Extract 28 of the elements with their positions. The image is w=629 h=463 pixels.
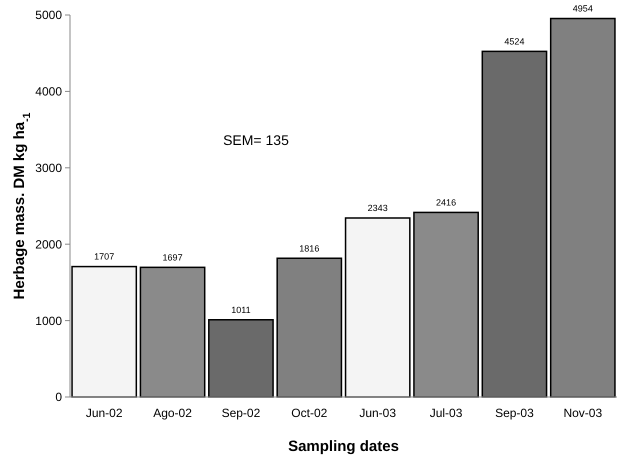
y-tick-label: 3000 [35,161,62,175]
y-tick-label: 4000 [35,84,62,99]
data-label: 2416 [436,197,456,208]
x-tick-label: Ago-02 [153,406,192,420]
data-label: 1816 [299,243,320,254]
x-tick-label: Sep-03 [495,406,534,420]
data-label: 1707 [94,252,114,262]
bar [482,50,548,398]
x-tick-label: Nov-03 [563,406,602,420]
x-tick-label: Jun-03 [359,406,396,420]
data-label: 4524 [504,36,524,46]
x-tick-label: Jul-03 [430,406,463,420]
data-label: 2343 [368,202,388,213]
x-tick-label: Sep-02 [222,406,261,420]
y-tick-label: 5000 [35,8,62,22]
bar [208,319,274,398]
annotation: SEM= 135 [223,132,290,148]
bar [344,217,411,398]
data-label: 1697 [162,252,183,262]
y-tick-label: 1000 [35,314,62,328]
y-tick-label: 2000 [35,237,62,252]
x-tick-label: Oct-02 [291,406,328,420]
x-axis-title: Sampling dates [288,438,399,455]
data-label: 4954 [572,4,593,14]
data-label: 1011 [231,304,251,315]
bar [71,266,138,398]
y-tick-label: 0 [55,390,62,404]
x-tick-label: Jun-02 [86,406,123,420]
